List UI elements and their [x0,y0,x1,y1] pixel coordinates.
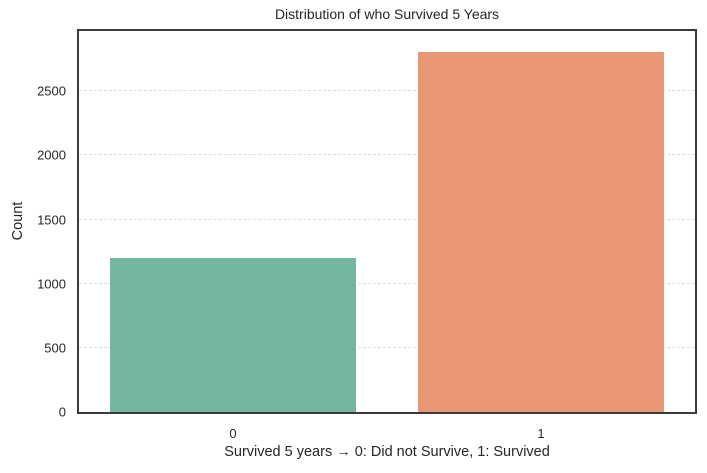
x-tick-label: 1 [537,426,545,441]
y-tick-label: 0 [58,404,66,420]
x-axis-label: Survived 5 years → 0: Did not Survive, 1… [224,444,550,460]
plot-area [77,29,697,414]
bar-1 [417,51,665,412]
gridline [79,218,695,220]
y-tick-label: 1500 [37,212,66,228]
y-tick-label: 500 [44,340,66,356]
gridline [79,154,695,156]
y-tick-label: 2500 [37,83,66,99]
chart-title: Distribution of who Survived 5 Years [274,6,500,22]
gridline [79,282,695,284]
gridline [79,346,695,348]
y-axis-label: Count [10,201,26,241]
gridline [79,90,695,92]
y-tick-label: 2000 [37,147,66,163]
bar-0 [109,258,357,412]
y-tick-label: 1000 [37,276,66,292]
x-tick-label: 0 [229,426,237,441]
